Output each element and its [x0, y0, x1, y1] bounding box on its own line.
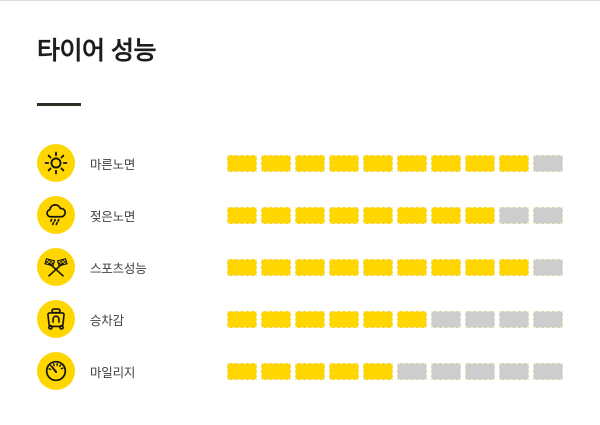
rating-segment-empty	[431, 362, 461, 380]
rating-segment-filled	[295, 206, 325, 224]
performance-row: 마일리지	[37, 352, 563, 390]
rating-segment-filled	[465, 206, 495, 224]
rating-segment-filled	[261, 154, 291, 172]
rating-segment-filled	[227, 258, 257, 276]
rating-segment-filled	[329, 154, 359, 172]
category-label: 승차감	[90, 313, 124, 328]
rating-segment-filled	[295, 310, 325, 328]
rating-segment-empty	[499, 362, 529, 380]
rating-segment-filled	[431, 154, 461, 172]
rain-cloud-icon	[37, 196, 75, 234]
title-divider	[37, 103, 81, 106]
rating-segment-filled	[397, 258, 427, 276]
rating-segment-filled	[261, 258, 291, 276]
rating-segment-filled	[329, 258, 359, 276]
rating-segment-filled	[499, 154, 529, 172]
rating-segment-filled	[329, 206, 359, 224]
rating-bar	[227, 206, 563, 224]
rating-segment-filled	[227, 362, 257, 380]
rating-segment-filled	[465, 154, 495, 172]
rating-segment-filled	[499, 258, 529, 276]
rating-segment-empty	[397, 362, 427, 380]
rating-segment-filled	[363, 258, 393, 276]
page-title: 타이어 성능	[37, 37, 156, 65]
rating-segment-filled	[397, 206, 427, 224]
rating-segment-empty	[465, 362, 495, 380]
rating-segment-filled	[363, 206, 393, 224]
rating-segment-empty	[533, 258, 563, 276]
category-label: 젖은노면	[90, 209, 136, 224]
rating-bar	[227, 310, 563, 328]
performance-row: 마른노면	[37, 144, 563, 182]
rating-segment-empty	[499, 310, 529, 328]
rating-segment-filled	[363, 310, 393, 328]
performance-rows: 마른노면 젖은노면 스포츠성능 승차감 마일리지	[37, 144, 563, 404]
rating-segment-filled	[261, 362, 291, 380]
rating-segment-filled	[295, 258, 325, 276]
performance-row: 스포츠성능	[37, 248, 563, 286]
rating-segment-filled	[465, 258, 495, 276]
rating-segment-filled	[363, 362, 393, 380]
rating-segment-filled	[227, 310, 257, 328]
rating-segment-empty	[533, 154, 563, 172]
rating-segment-filled	[295, 154, 325, 172]
rating-segment-empty	[533, 310, 563, 328]
rating-segment-filled	[227, 206, 257, 224]
rating-bar	[227, 258, 563, 276]
rating-segment-filled	[397, 310, 427, 328]
rating-segment-filled	[261, 310, 291, 328]
speedometer-icon	[37, 352, 75, 390]
rating-segment-filled	[329, 310, 359, 328]
category-label: 마일리지	[90, 365, 136, 380]
car-seat-icon	[37, 300, 75, 338]
rating-segment-empty	[431, 310, 461, 328]
racing-flags-icon	[37, 248, 75, 286]
rating-segment-filled	[261, 206, 291, 224]
rating-segment-filled	[363, 154, 393, 172]
rating-segment-empty	[499, 206, 529, 224]
category-label: 마른노면	[90, 157, 136, 172]
rating-segment-empty	[533, 206, 563, 224]
performance-row: 젖은노면	[37, 196, 563, 234]
rating-segment-empty	[465, 310, 495, 328]
rating-segment-filled	[329, 362, 359, 380]
performance-row: 승차감	[37, 300, 563, 338]
rating-segment-filled	[431, 258, 461, 276]
rating-bar	[227, 362, 563, 380]
rating-segment-filled	[227, 154, 257, 172]
rating-bar	[227, 154, 563, 172]
rating-segment-filled	[397, 154, 427, 172]
rating-segment-filled	[295, 362, 325, 380]
rating-segment-filled	[431, 206, 461, 224]
category-label: 스포츠성능	[90, 261, 147, 276]
sun-icon	[37, 144, 75, 182]
rating-segment-empty	[533, 362, 563, 380]
